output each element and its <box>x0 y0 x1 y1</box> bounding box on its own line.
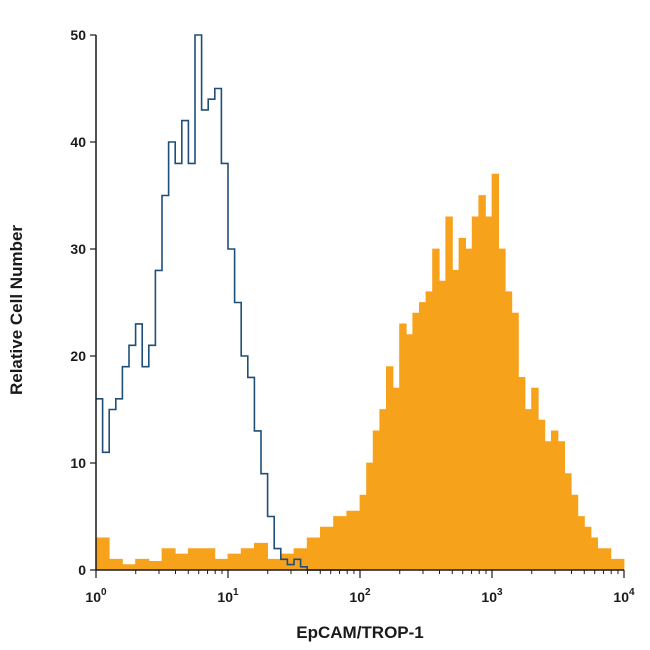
y-tick-label: 10 <box>70 455 86 471</box>
y-tick-label: 50 <box>70 27 86 43</box>
plot-area <box>95 34 625 571</box>
series-isotype-control <box>96 34 360 571</box>
y-tick-label: 30 <box>70 241 86 257</box>
y-axis-title: Relative Cell Number <box>7 225 26 395</box>
x-tick-label: 103 <box>481 587 503 605</box>
x-axis-ticks: 100 101 102 103 104 <box>85 570 635 605</box>
x-tick-label: 102 <box>349 587 371 605</box>
series-epcam-trop-1-stained <box>95 173 625 571</box>
x-tick-label: 101 <box>217 587 239 605</box>
x-axis-title: EpCAM/TROP-1 <box>296 623 424 642</box>
y-tick-label: 40 <box>70 134 86 150</box>
y-axis-ticks: 0 10 20 30 40 50 <box>70 27 96 578</box>
x-tick-label: 104 <box>613 587 635 605</box>
x-tick-label: 100 <box>85 587 107 605</box>
y-tick-label: 0 <box>78 562 86 578</box>
y-tick-label: 20 <box>70 348 86 364</box>
